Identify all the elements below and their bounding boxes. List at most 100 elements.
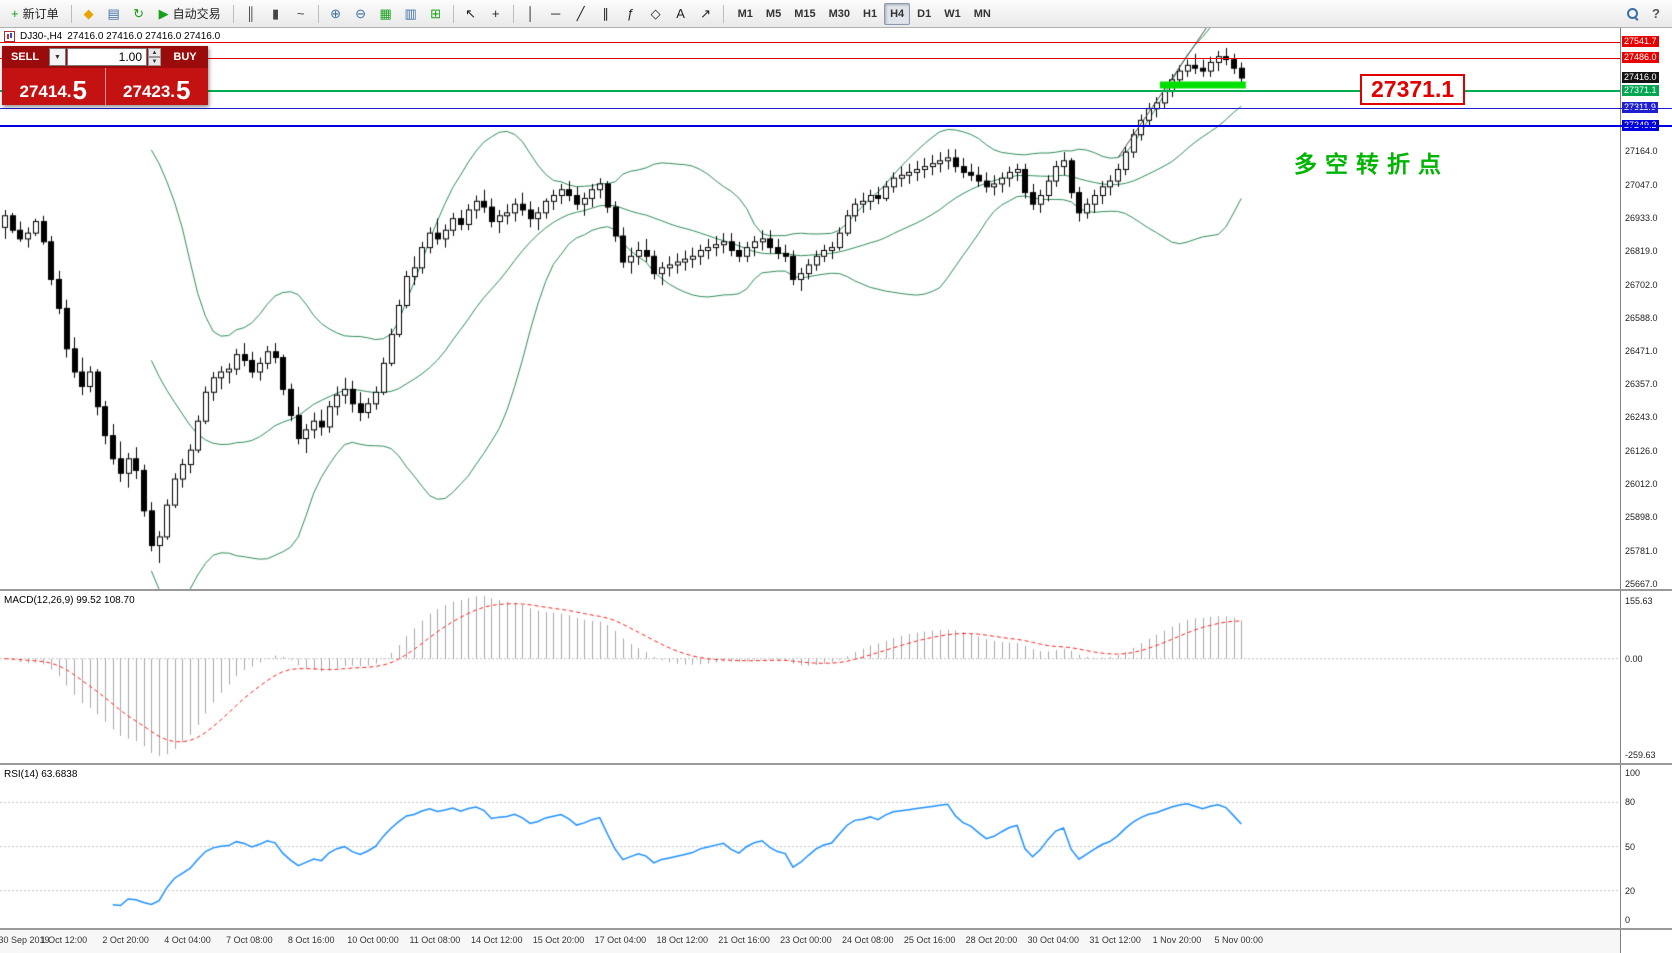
toolbar-separator bbox=[722, 4, 724, 23]
buy-price[interactable]: 27423. 5 bbox=[106, 68, 209, 105]
time-axis-label: 30 Sep 2019 bbox=[0, 935, 50, 945]
order-type-dropdown[interactable]: ▼ bbox=[49, 48, 66, 66]
panel-separator[interactable] bbox=[0, 928, 1672, 930]
sell-button[interactable]: SELL bbox=[10, 51, 40, 63]
timeframe-d1[interactable]: D1 bbox=[917, 7, 932, 20]
price-scale[interactable]: 27164.0 27047.0 26933.0 26819.0 26702.0 26588… bbox=[1620, 28, 1672, 953]
indicators-button[interactable]: ⊞ bbox=[424, 2, 448, 26]
volume-stepper[interactable]: ▲ ▼ bbox=[148, 48, 161, 66]
timeframe-h1[interactable]: H1 bbox=[863, 7, 878, 20]
price-marker: 27486.0 bbox=[1622, 52, 1659, 63]
rsi-label: RSI(14) 63.6838 bbox=[4, 769, 78, 780]
timeframe-m5[interactable]: M5 bbox=[765, 7, 782, 20]
macd-label: MACD(12,26,9) 99.52 108.70 bbox=[4, 595, 135, 606]
time-axis-label: 15 Oct 20:00 bbox=[532, 935, 585, 945]
time-axis-label: 5 Nov 00:00 bbox=[1214, 935, 1264, 945]
new-order-button[interactable]: + 新订单 bbox=[4, 2, 66, 26]
price-chart-canvas[interactable] bbox=[0, 28, 1620, 589]
timeframe-w1[interactable]: W1 bbox=[944, 7, 961, 20]
price-scale-label: 25667.0 bbox=[1625, 579, 1658, 589]
cursor-icon: ↖ bbox=[465, 6, 477, 21]
fibonacci-icon: ƒ bbox=[627, 6, 635, 21]
search-button[interactable] bbox=[1620, 2, 1644, 26]
rsi-canvas[interactable] bbox=[0, 765, 1620, 928]
spin-down-icon[interactable]: ▼ bbox=[148, 57, 161, 66]
horizontal-line-button[interactable]: ─ bbox=[544, 2, 568, 26]
chart-annotation-text[interactable]: 多空转折点 bbox=[1294, 151, 1449, 177]
sell-price[interactable]: 27414. 5 bbox=[2, 68, 106, 105]
price-marker: 27416.0 bbox=[1622, 72, 1659, 83]
vertical-line-button[interactable]: │ bbox=[519, 2, 543, 26]
text-button[interactable]: A bbox=[669, 2, 693, 26]
line-chart-button[interactable]: ~ bbox=[289, 2, 313, 26]
buy-button[interactable]: BUY bbox=[173, 51, 197, 63]
panel-separator[interactable] bbox=[0, 763, 1672, 765]
one-click-trading-panel: SELL ▼ 1.00 ▲ ▼ BUY 27414. 5 27423. 5 bbox=[2, 46, 208, 105]
symbol-period-label: DJ30-,H4 bbox=[20, 31, 63, 42]
price-scale-label: 26933.0 bbox=[1625, 213, 1658, 223]
horizontal-line-icon: ─ bbox=[551, 6, 561, 21]
help-button[interactable]: ? bbox=[1644, 2, 1668, 26]
timeframe-h4[interactable]: H4 bbox=[884, 2, 911, 25]
equidistant-channel-button[interactable]: ∥ bbox=[594, 2, 618, 26]
refresh-button[interactable]: ↻ bbox=[127, 2, 151, 26]
chart-icon bbox=[4, 31, 15, 42]
price-hline[interactable] bbox=[0, 58, 1620, 59]
panel-separator[interactable] bbox=[0, 589, 1672, 591]
time-axis-label: 23 Oct 00:00 bbox=[780, 935, 832, 945]
price-callout-label[interactable]: 27371.1 bbox=[1360, 74, 1466, 105]
toolbar: + 新订单 ◆ ▤ ↻ ▶ 自动交易 ║ ▮ ~ ⊕ ⊖ ▦ ▥ ⊞ ↖ + │ ─ ╱ ∥ ƒ ◇ A ↗ M1 M5 M15 M3… bbox=[0, 0, 1672, 28]
timeframe-m15[interactable]: M15 bbox=[794, 7, 816, 20]
time-axis-label: 30 Oct 04:00 bbox=[1027, 935, 1080, 945]
crosshair-button[interactable]: + bbox=[484, 2, 508, 26]
zoom-out-button[interactable]: ⊖ bbox=[349, 2, 373, 26]
spin-up-icon[interactable]: ▲ bbox=[148, 48, 161, 57]
candle-chart-button[interactable]: ▮ bbox=[264, 2, 288, 26]
arrows-button[interactable]: ↗ bbox=[694, 2, 718, 26]
price-hline[interactable] bbox=[0, 42, 1620, 43]
price-scale-label: 26702.0 bbox=[1625, 280, 1658, 290]
time-axis-label: 7 Oct 08:00 bbox=[226, 935, 273, 945]
time-axis-label: 8 Oct 16:00 bbox=[287, 935, 335, 945]
toolbar-separator bbox=[317, 4, 319, 23]
trendline-icon: ╱ bbox=[576, 6, 585, 21]
charts-button[interactable]: ▤ bbox=[102, 2, 126, 26]
zoom-in-button[interactable]: ⊕ bbox=[324, 2, 348, 26]
price-hline[interactable] bbox=[0, 125, 1672, 127]
time-axis[interactable]: 30 Sep 2019 1 Oct 12:00 2 Oct 20:00 4 Oct 0… bbox=[0, 930, 1620, 953]
trade-panel-prices: 27414. 5 27423. 5 bbox=[2, 68, 208, 105]
shapes-icon: ◇ bbox=[650, 6, 661, 21]
shapes-button[interactable]: ◇ bbox=[644, 2, 668, 26]
price-hline[interactable] bbox=[0, 90, 1620, 92]
trendline-button[interactable]: ╱ bbox=[569, 2, 593, 26]
timeframe-mn[interactable]: MN bbox=[973, 7, 991, 20]
price-scale-label: 26357.0 bbox=[1625, 379, 1658, 389]
text-icon: A bbox=[676, 6, 685, 21]
arrows-icon: ↗ bbox=[700, 6, 712, 21]
price-hline[interactable] bbox=[0, 108, 1672, 109]
timeframe-m1[interactable]: M1 bbox=[737, 7, 753, 20]
mql5-button[interactable]: ◆ bbox=[77, 2, 101, 26]
time-axis-label: 28 Oct 20:00 bbox=[965, 935, 1018, 945]
chart-area: DJ30-,H4 27416.0 27416.0 27416.0 27416.0… bbox=[0, 28, 1672, 953]
time-axis-label: 21 Oct 16:00 bbox=[718, 935, 770, 945]
macd-canvas[interactable] bbox=[0, 591, 1620, 763]
rsi-scale-label: 20 bbox=[1625, 886, 1636, 896]
macd-scale-label: -259.63 bbox=[1625, 750, 1656, 760]
new-order-label: 新订单 bbox=[22, 7, 59, 21]
autotrading-button[interactable]: ▶ 自动交易 bbox=[152, 2, 228, 26]
timeframe-m30[interactable]: M30 bbox=[828, 7, 850, 20]
rsi-scale-label: 50 bbox=[1625, 842, 1636, 852]
bar-chart-button[interactable]: ║ bbox=[239, 2, 263, 26]
time-axis-label: 17 Oct 04:00 bbox=[594, 935, 647, 945]
cursor-button[interactable]: ↖ bbox=[459, 2, 483, 26]
new-order-icon: + bbox=[11, 6, 19, 21]
fibonacci-button[interactable]: ƒ bbox=[619, 2, 643, 26]
volume-input[interactable]: 1.00 bbox=[67, 48, 147, 66]
price-marker: 27311.9 bbox=[1622, 102, 1658, 113]
arrange-windows-icon: ▥ bbox=[404, 6, 417, 21]
tile-windows-button[interactable]: ▦ bbox=[374, 2, 398, 26]
vertical-line-icon: │ bbox=[526, 6, 535, 21]
toolbar-separator bbox=[512, 4, 514, 23]
arrange-windows-button[interactable]: ▥ bbox=[399, 2, 423, 26]
